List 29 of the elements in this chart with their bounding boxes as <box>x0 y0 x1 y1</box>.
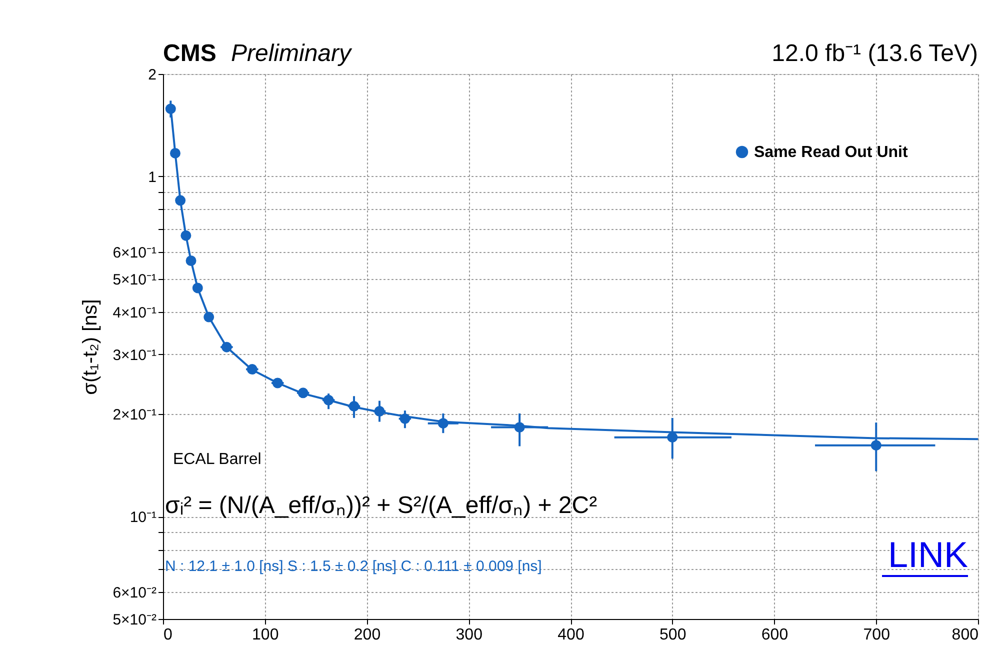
x-tick-label: 300 <box>456 626 483 644</box>
y-tick-label: 6×10⁻¹ <box>112 244 156 262</box>
y-tick-label: 5×10⁻² <box>112 612 156 628</box>
y-tick-label: 5×10⁻¹ <box>112 271 156 288</box>
y-axis-title: σ(t₁-t₂) [ns] <box>80 299 102 395</box>
point <box>870 440 882 451</box>
annotation: σᵢ² = (N/(A_eff/σₙ))² + S²/(A_eff/σₙ) + 2C² <box>165 492 598 519</box>
x-tick-label: 100 <box>252 626 279 644</box>
x-tick-label: 800 <box>952 626 979 644</box>
annotation: LINK <box>888 534 968 575</box>
x-tick-label: 600 <box>761 626 788 644</box>
point <box>667 432 678 443</box>
x-tick-label: 200 <box>354 626 381 644</box>
y-tick-label: 10⁻¹ <box>130 509 156 526</box>
y-tick-label: 3×10⁻¹ <box>112 346 156 364</box>
y-tick-label: 1 <box>148 168 156 186</box>
chart-subtitle: 12.0 fb⁻¹ (13.6 TeV) <box>772 40 978 67</box>
chart-title: CMS Preliminary <box>163 40 354 67</box>
x-tick-label: 0 <box>164 626 172 644</box>
y-tick-label: 4×10⁻¹ <box>112 304 156 322</box>
legend-label: Same Read Out Unit <box>754 144 908 161</box>
x-tick-label: 400 <box>558 626 584 644</box>
y-tick-label: 6×10⁻² <box>112 584 156 602</box>
x-tick-label: 500 <box>660 626 686 644</box>
annotation: ECAL Barrel <box>173 451 262 468</box>
y-tick-label: 2 <box>148 66 156 84</box>
annotation: N : 12.1 ± 1.0 [ns] S : 1.5 ± 0.2 [ns] C : 0.111 ± 0.009 [ns] <box>165 558 542 575</box>
y-tick-label: 2×10⁻¹ <box>112 406 156 424</box>
x-tick-label: 700 <box>863 626 890 644</box>
